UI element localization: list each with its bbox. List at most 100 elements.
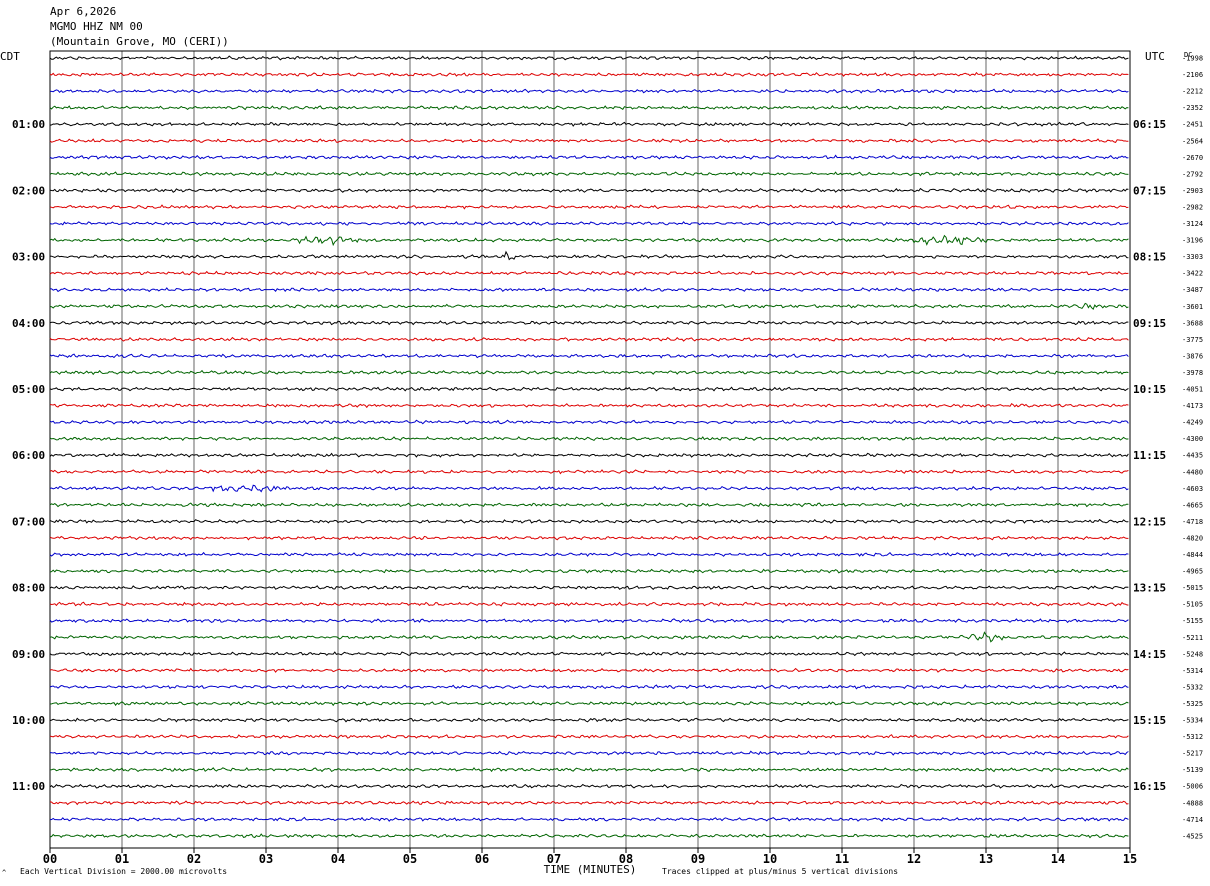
seismic-trace [49, 302, 1129, 310]
seismic-trace [49, 105, 1129, 111]
dc-offset-label: -3978 [1182, 369, 1203, 377]
scale-note: Each Vertical Division = 2000.00 microvo… [20, 867, 228, 876]
dc-offset-label: -3303 [1182, 253, 1203, 261]
dc-offset-label: -3688 [1182, 319, 1203, 327]
dc-offset-label: -4525 [1182, 832, 1203, 840]
right-hour-label: 08:15 [1133, 251, 1166, 264]
x-tick-label: 09 [691, 852, 705, 866]
left-hour-label: 11:00 [12, 780, 45, 793]
seismic-trace [49, 386, 1129, 392]
seismic-trace [49, 518, 1129, 524]
seismic-trace [49, 336, 1129, 342]
seismic-trace [49, 767, 1129, 773]
seismic-trace [49, 369, 1129, 376]
right-hour-label: 09:15 [1133, 317, 1166, 330]
seismic-trace [49, 700, 1129, 707]
seismic-trace [49, 121, 1129, 127]
dc-offset-label: -4249 [1182, 419, 1203, 427]
right-hour-label: 14:15 [1133, 648, 1166, 661]
x-tick-label: 04 [331, 852, 345, 866]
station-code: MGMO HHZ NM 00 [50, 20, 143, 33]
seismic-trace [49, 535, 1129, 541]
x-tick-label: 10 [763, 852, 777, 866]
seismic-trace [49, 270, 1129, 276]
seismic-trace [49, 220, 1129, 226]
dc-offset-label: -3422 [1182, 270, 1203, 278]
left-hour-label: 07:00 [12, 515, 45, 528]
x-tick-label: 03 [259, 852, 273, 866]
dc-offset-label: -4435 [1182, 452, 1203, 460]
seismic-trace [49, 154, 1129, 160]
dc-offset-label: -5217 [1182, 750, 1203, 758]
x-tick-label: 05 [403, 852, 417, 866]
seismic-trace [49, 585, 1129, 591]
seismic-trace [49, 783, 1129, 789]
plot-frame [49, 50, 1131, 849]
dc-offset-label: -2903 [1182, 187, 1203, 195]
right-hour-label: 12:15 [1133, 515, 1166, 528]
seismic-trace [49, 568, 1129, 574]
seismic-trace [49, 717, 1129, 723]
left-hour-label: 06:00 [12, 449, 45, 462]
right-hour-label: 16:15 [1133, 780, 1166, 793]
left-hour-label: 05:00 [12, 383, 45, 396]
seismic-trace [49, 353, 1129, 359]
dc-offset-label: -5015 [1182, 584, 1203, 592]
seismic-trace [49, 667, 1129, 673]
axis-labels: 00 01 02 03 04 05 06 07 08 09 10 11 12 13 14 15 TIME (MI… [0, 50, 1203, 876]
dc-offset-label: -5006 [1182, 783, 1203, 791]
left-hour-label: 08:00 [12, 582, 45, 595]
seismic-trace [49, 452, 1129, 458]
dc-offset-label: -1998 [1182, 55, 1203, 63]
seismic-trace [49, 750, 1129, 756]
seismic-traces [49, 55, 1129, 839]
dc-offset-label: -2564 [1182, 137, 1203, 145]
seismic-trace [49, 816, 1129, 822]
dc-offset-label: -5312 [1182, 733, 1203, 741]
station-location: (Mountain Grove, MO (CERI)) [50, 35, 229, 48]
dc-offset-label: -4714 [1182, 816, 1203, 824]
seismic-trace [49, 734, 1129, 740]
dc-offset-label: -5332 [1182, 683, 1203, 691]
seismic-trace [49, 436, 1129, 442]
plot-date: Apr 6,2026 [50, 5, 117, 18]
seismic-trace [49, 419, 1129, 425]
x-tick-label: 15 [1123, 852, 1137, 866]
seismic-trace [49, 320, 1129, 326]
seismic-trace [49, 618, 1129, 624]
x-tick-label: 06 [475, 852, 489, 866]
dc-offset-label: -3487 [1182, 286, 1203, 294]
dc-offset-label: -2352 [1182, 104, 1203, 112]
left-timezone-label: CDT [0, 50, 20, 63]
corner-mark: ^ [2, 869, 7, 877]
dc-offset-label: -4603 [1182, 485, 1203, 493]
x-tick-label: 01 [115, 852, 129, 866]
dc-offset-label: -4888 [1182, 799, 1203, 807]
dc-offset-label: -4844 [1182, 551, 1203, 559]
dc-offset-label: -3775 [1182, 336, 1203, 344]
right-hour-label: 15:15 [1133, 714, 1166, 727]
seismic-trace [49, 55, 1129, 61]
dc-offset-label: -2451 [1182, 121, 1203, 129]
seismic-trace [49, 403, 1129, 409]
right-hour-label: 07:15 [1133, 184, 1166, 197]
seismic-trace [49, 601, 1129, 607]
right-timezone-label: UTC [1145, 50, 1165, 63]
right-hour-label: 06:15 [1133, 118, 1166, 131]
x-tick-label: 00 [43, 852, 57, 866]
seismic-trace [49, 287, 1129, 293]
dc-offset-label: -4820 [1182, 534, 1203, 542]
x-tick-label: 08 [619, 852, 633, 866]
dc-offset-label: -5334 [1182, 717, 1203, 725]
seismic-trace [49, 88, 1129, 94]
seismic-trace [49, 684, 1129, 690]
dc-offset-label: -4965 [1182, 568, 1203, 576]
dc-offset-label: -5105 [1182, 601, 1203, 609]
dc-offset-label: -3601 [1182, 303, 1203, 311]
clip-note: Traces clipped at plus/minus 5 vertical … [662, 867, 899, 876]
dc-offset-label: -4665 [1182, 501, 1203, 509]
seismic-trace [49, 469, 1129, 475]
dc-offset-label: -2982 [1182, 203, 1203, 211]
left-hour-label: 04:00 [12, 317, 45, 330]
dc-offset-label: -2106 [1182, 71, 1203, 79]
